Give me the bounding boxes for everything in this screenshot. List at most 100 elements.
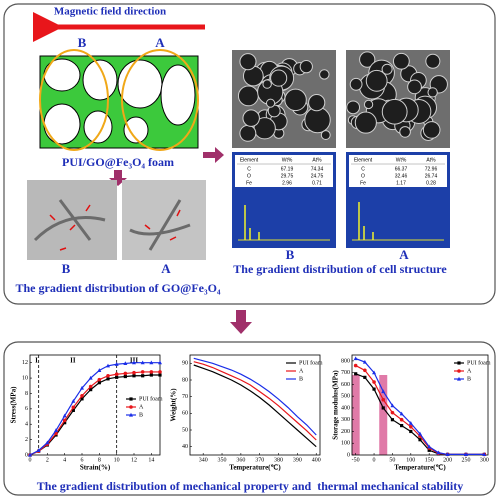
arrow-right [203, 147, 224, 163]
pore [349, 77, 363, 91]
data-point [97, 368, 102, 372]
label-a: A [155, 35, 165, 50]
table-cell: 0.28 [426, 180, 436, 186]
data-point [353, 363, 358, 368]
legend-marker [457, 369, 461, 373]
data-point [158, 373, 162, 377]
x-axis-label: Strain(%) [80, 464, 111, 472]
table-cell: 32.46 [395, 173, 408, 179]
highlight-band [351, 375, 360, 455]
y-tick-label: 300 [341, 417, 350, 423]
data-point [427, 444, 432, 449]
pore [399, 126, 411, 138]
data-point [54, 428, 58, 432]
table-cell: 29.75 [281, 173, 294, 179]
region-label: I [35, 357, 38, 365]
y-axis-label: Weight(%) [170, 388, 178, 422]
legend-label: PUI foam [139, 395, 163, 402]
data-point [97, 381, 101, 385]
data-point [399, 411, 404, 416]
pore [299, 60, 313, 74]
table-cell: Fe [246, 180, 252, 186]
table-cell: O [247, 173, 251, 179]
data-point [89, 388, 93, 392]
x-tick-label: 2 [46, 457, 49, 463]
pore [284, 88, 307, 112]
y-tick-label: 10 [22, 375, 28, 381]
y-tick-label: 600 [341, 382, 350, 388]
data-point [140, 360, 145, 365]
data-point [123, 374, 127, 379]
data-point [427, 448, 431, 452]
x-tick-label: -50 [352, 457, 360, 463]
data-point [463, 452, 468, 457]
x-tick-label: 0 [29, 457, 32, 463]
pore [270, 69, 288, 87]
field-label: Magnetic field direction [54, 6, 166, 18]
pore [427, 87, 438, 98]
x-tick-label: 360 [236, 457, 245, 463]
highlight-band [379, 375, 388, 455]
x-tick-label: 400 [312, 457, 321, 463]
legend-marker [457, 376, 461, 381]
pore [265, 98, 276, 108]
data-point [62, 418, 67, 423]
table-cell: 2.96 [282, 180, 292, 186]
data-point [354, 372, 358, 376]
x-tick-label: 370 [255, 457, 264, 463]
y-tick-label: 700 [341, 370, 350, 376]
foam-schematic [39, 49, 199, 151]
sem-caption: The gradient distribution of cell struct… [233, 262, 447, 276]
x-tick-label: 8 [98, 457, 101, 463]
data-point [149, 373, 153, 377]
table-cell: 72.96 [425, 166, 438, 172]
table-header: Wt% [282, 157, 293, 163]
data-point [97, 377, 102, 382]
pore [407, 79, 422, 95]
y-axis-label: Storage modulus(MPa) [332, 370, 340, 440]
pore [359, 51, 376, 68]
data-point [132, 360, 136, 365]
data-point [372, 370, 377, 375]
x-tick-label: 380 [274, 457, 283, 463]
pore [308, 94, 326, 112]
pore [392, 52, 410, 70]
data-point [362, 359, 367, 364]
sem-label-b: B [286, 247, 295, 262]
data-point [158, 370, 162, 374]
top-panel [3, 3, 496, 305]
data-point [132, 374, 136, 378]
pore [319, 69, 330, 80]
bottom-panel [3, 341, 496, 496]
series-line [193, 364, 317, 448]
y-tick-label: 12 [22, 360, 28, 366]
x-axis-label: Temperature(℃) [394, 464, 446, 472]
data-point [390, 418, 395, 422]
table-cell: C [247, 166, 251, 172]
series-line [193, 361, 317, 441]
x-tick-label: 200 [443, 457, 452, 463]
y-tick-label: 200 [341, 429, 350, 435]
data-point [363, 368, 367, 373]
pore [320, 130, 331, 140]
pore [422, 121, 441, 139]
data-point [363, 375, 367, 379]
data-point [62, 413, 67, 418]
pore [363, 99, 374, 110]
pore [346, 100, 361, 115]
x-tick-label: 350 [218, 457, 227, 463]
x-tick-label: 0 [373, 457, 376, 463]
tem-label-b: B [62, 261, 71, 276]
pore [365, 69, 388, 92]
pore [237, 85, 259, 107]
table-cell: C [361, 166, 365, 172]
data-point [80, 385, 84, 390]
data-point [141, 374, 145, 378]
y-tick-label: 400 [341, 405, 350, 411]
x-tick-label: 6 [81, 457, 84, 463]
data-point [381, 406, 385, 410]
legend-label: PUI foam [299, 359, 323, 366]
y-tick-label: 50 [182, 427, 188, 433]
region-label: III [130, 357, 138, 365]
legend-marker [129, 405, 133, 409]
